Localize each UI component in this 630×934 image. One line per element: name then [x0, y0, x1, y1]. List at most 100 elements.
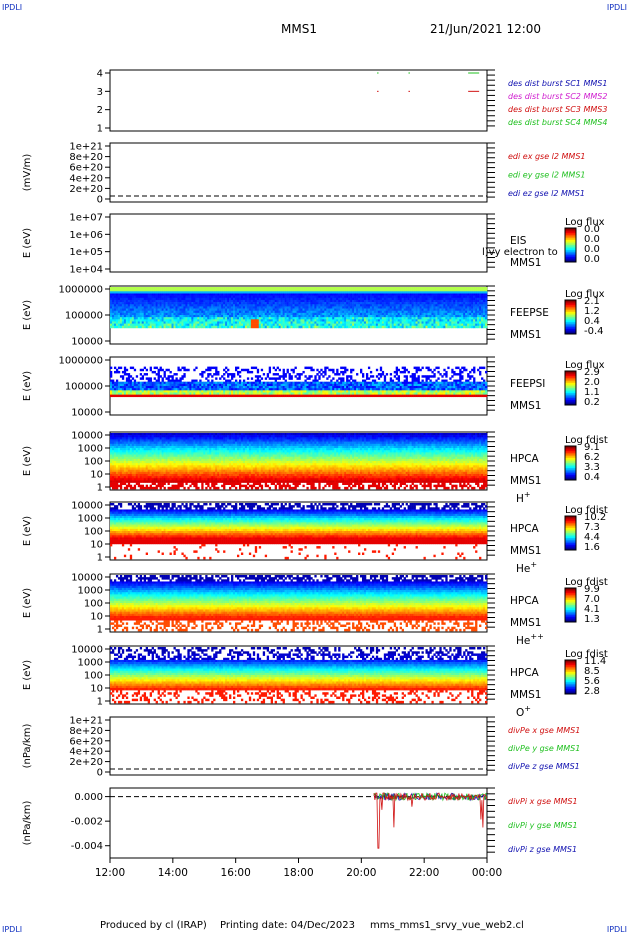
spectrogram-cell — [282, 312, 285, 316]
spectrogram-cell — [264, 304, 268, 307]
spectrogram-cell — [163, 297, 166, 301]
spectrogram-cell — [344, 323, 347, 327]
spectrogram-cell — [363, 317, 367, 320]
spectrogram-cell — [193, 287, 196, 290]
spectrogram-cell — [334, 386, 337, 389]
spectrogram-cell — [328, 383, 331, 387]
spectrogram-cell — [383, 310, 387, 314]
spectrogram-cell — [403, 310, 406, 314]
spectrogram-cell — [207, 293, 210, 296]
spectrogram-cell — [431, 317, 434, 320]
spectrogram-cell — [244, 299, 248, 303]
spectrogram-cell — [163, 323, 166, 327]
spectrogram-cell — [314, 297, 317, 301]
spectrogram-cell — [175, 299, 178, 303]
spectrogram-cell — [217, 304, 220, 307]
spectrogram-cell — [375, 315, 379, 318]
spectrogram-cell — [415, 293, 418, 296]
spectrogram-cell — [141, 304, 145, 307]
spectrogram-cell — [399, 317, 402, 320]
spectrogram-cell — [161, 304, 164, 307]
spectrogram-cell — [308, 293, 311, 296]
spectrogram-cell — [483, 297, 486, 301]
spectrogram-cell — [127, 392, 131, 395]
spectrogram-cell — [229, 291, 232, 294]
spectrogram-cell — [145, 394, 148, 398]
spectrogram-cell — [195, 304, 198, 307]
spectrogram-cell — [469, 297, 472, 301]
spectrogram-cell — [350, 308, 353, 311]
spectrogram-cell — [427, 293, 430, 296]
spectrogram-cell — [415, 315, 418, 318]
spectrogram-cell — [292, 388, 295, 391]
spectrogram-cell — [449, 299, 452, 303]
spectrogram-cell — [227, 388, 230, 391]
spectrogram-cell — [201, 310, 204, 314]
spectrogram-cell — [203, 321, 206, 324]
spectrogram-cell — [308, 302, 311, 305]
spectrogram-cell — [145, 293, 148, 296]
spectrogram-cell — [360, 321, 363, 324]
colorbar-cell — [565, 241, 576, 244]
spectrogram-cell — [385, 291, 389, 294]
spectrogram-cell — [308, 377, 311, 380]
spectrogram-cell — [465, 291, 468, 294]
spectrogram-cell — [215, 302, 218, 305]
spectrogram-cell — [328, 308, 331, 311]
spectrogram-cell — [250, 317, 254, 320]
spectrogram-cell — [233, 388, 236, 391]
colorbar-cell — [565, 250, 576, 253]
spectrogram-cell — [312, 291, 315, 294]
spectrogram-cell — [395, 308, 399, 311]
spectrogram-cell — [397, 287, 400, 290]
spectrogram-cell — [304, 383, 307, 387]
spectrogram-cell — [280, 325, 283, 329]
spectrogram-cell — [459, 306, 462, 309]
spectrogram-cell — [115, 315, 119, 318]
colorbar-cell — [565, 306, 576, 309]
spectrogram-cell — [367, 289, 371, 292]
spectrogram-cell — [250, 315, 254, 318]
spectrogram-cell — [447, 310, 450, 314]
spectrogram-cell — [248, 370, 252, 374]
spectrogram-cell — [125, 289, 129, 292]
spectrogram-cell — [449, 297, 452, 301]
spectrogram-cell — [238, 379, 242, 382]
spectrogram-cell — [429, 323, 432, 327]
spectrogram-cell — [415, 302, 418, 305]
spectrogram-cell — [375, 289, 379, 292]
spectrogram-cell — [233, 325, 236, 329]
spectrogram-cell — [421, 302, 424, 305]
spectrogram-cell — [115, 390, 119, 393]
spectrogram-cell — [163, 394, 166, 398]
spectrogram-cell — [391, 297, 395, 301]
spectrogram-cell — [155, 323, 158, 327]
spectrogram-cell — [375, 308, 379, 311]
spectrogram-cell — [274, 306, 277, 309]
spectrogram-cell — [336, 317, 339, 320]
spectrogram-cell — [282, 299, 285, 303]
spectrogram-cell — [481, 306, 484, 309]
spectrogram-cell — [296, 390, 299, 393]
spectrogram-cell — [284, 373, 287, 376]
spectrogram-cell — [346, 293, 349, 296]
spectrogram-cell — [252, 317, 256, 320]
spectrogram-cell — [187, 381, 190, 385]
spectrogram-cell — [282, 304, 285, 307]
spectrogram-cell — [348, 289, 351, 292]
spectrogram-cell — [439, 315, 442, 318]
spectrogram-cell — [211, 293, 214, 296]
spectrogram-cell — [179, 287, 182, 290]
spectrogram-cell — [304, 310, 307, 314]
spectrogram-cell — [413, 295, 416, 299]
spectrogram-cell — [211, 375, 214, 378]
spectrogram-cell — [159, 375, 162, 378]
spectrogram-cell — [125, 368, 129, 372]
spectrogram-cell — [278, 299, 281, 303]
spectrogram-cell — [439, 304, 442, 307]
spectrogram-cell — [143, 381, 147, 385]
spectrogram-cell — [119, 325, 123, 329]
spectrogram-cell — [135, 308, 139, 311]
spectrogram-cell — [358, 310, 361, 314]
spectrogram-cell — [111, 379, 115, 382]
